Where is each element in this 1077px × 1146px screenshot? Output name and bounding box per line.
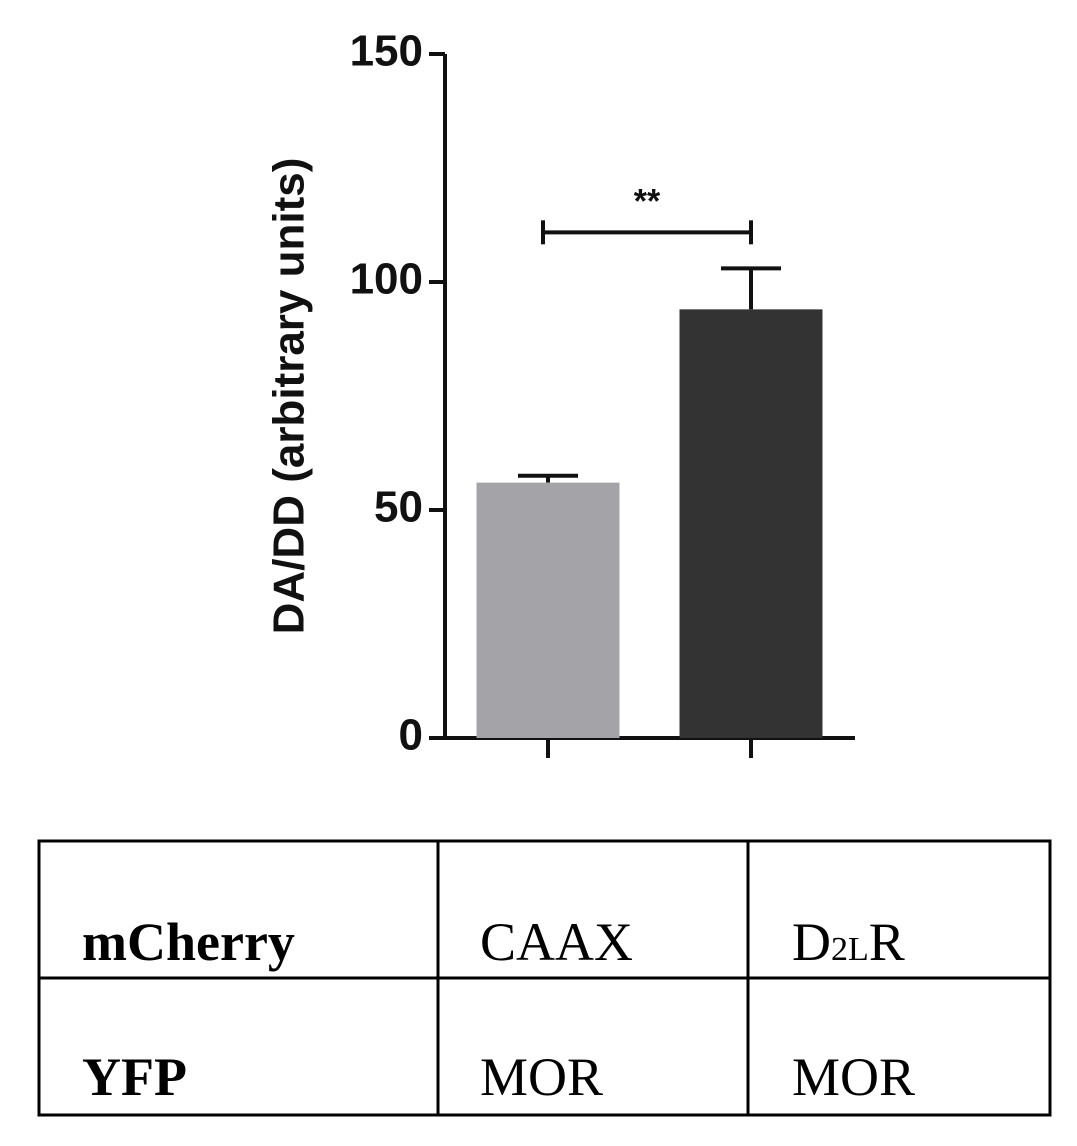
table xyxy=(37,839,1052,1117)
y-tick-label: 100 xyxy=(350,255,423,304)
table-cell: CAAX xyxy=(480,912,633,972)
table-cell: D2LR xyxy=(792,912,905,972)
cell-part: 2L xyxy=(831,931,869,968)
table-cell: MOR xyxy=(480,1047,603,1107)
table-cell: YFP xyxy=(82,1047,187,1107)
cell-part: D xyxy=(792,912,831,972)
table-cell: MOR xyxy=(792,1047,915,1107)
bar xyxy=(476,482,620,738)
y-tick-label: 0 xyxy=(399,711,423,760)
y-tick-label: 150 xyxy=(350,27,423,76)
significance: ** xyxy=(634,182,661,220)
cell-part: R xyxy=(869,912,905,972)
y-axis-label: DA/DD (arbitrary units) xyxy=(265,158,314,635)
bar xyxy=(679,309,823,738)
y-tick-label: 50 xyxy=(374,483,423,532)
table-cell: mCherry xyxy=(82,912,295,972)
